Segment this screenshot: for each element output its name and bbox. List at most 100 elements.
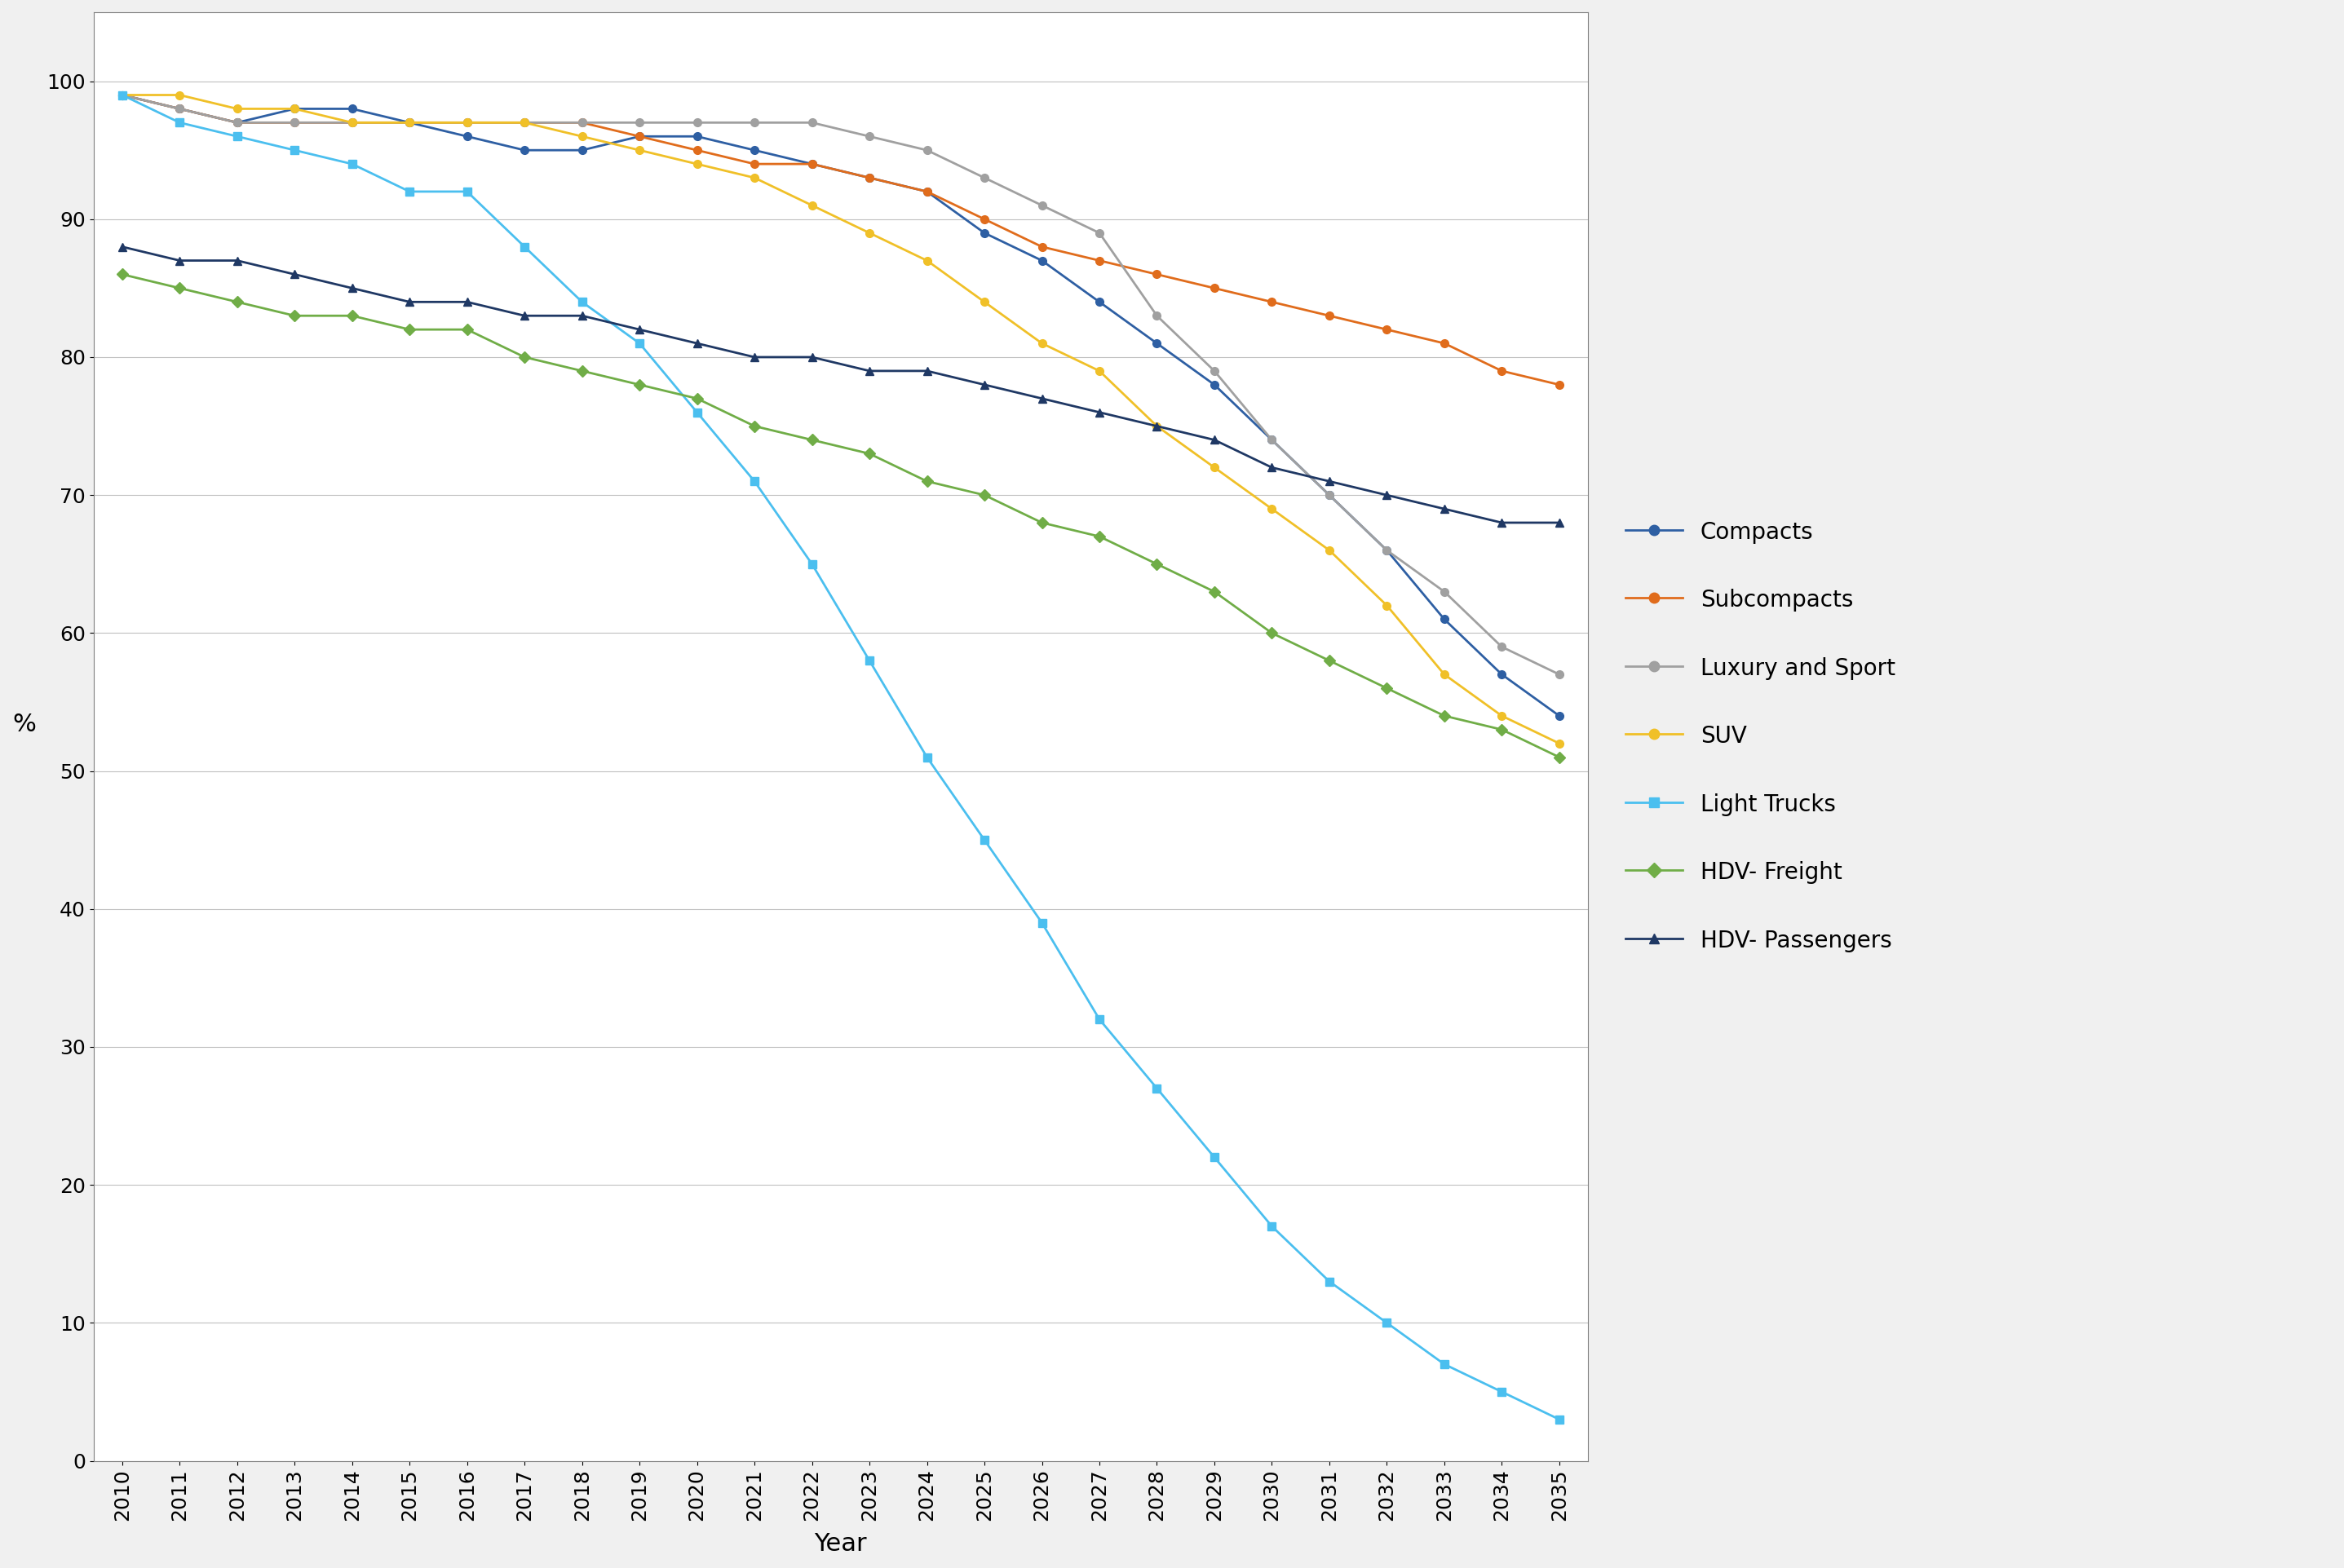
Light Trucks [626,334,654,353]
Light Trucks [1029,913,1057,931]
HDV- Freight [626,375,654,394]
Luxury and Sport [1085,224,1113,243]
HDV- Passengers [912,362,940,381]
Compacts [1029,251,1057,270]
Subcompacts [912,182,940,201]
Luxury and Sport [912,141,940,160]
Luxury and Sport [281,113,309,132]
HDV- Freight [223,293,251,312]
SUV [396,113,424,132]
Luxury and Sport [1259,431,1287,450]
HDV- Passengers [396,293,424,312]
Subcompacts [223,113,251,132]
SUV [1029,334,1057,353]
Luxury and Sport [223,113,251,132]
Compacts [166,99,195,118]
Subcompacts [1374,320,1402,339]
Light Trucks [970,831,999,850]
HDV- Freight [741,417,769,436]
Light Trucks [396,182,424,201]
HDV- Freight [1029,513,1057,532]
Compacts [1430,610,1458,629]
Subcompacts [452,113,481,132]
Luxury and Sport [797,113,825,132]
Compacts [108,86,136,105]
Line: Compacts: Compacts [117,91,1563,720]
HDV- Passengers [1315,472,1343,491]
Subcompacts [1315,306,1343,325]
SUV [1374,596,1402,615]
SUV [1200,458,1228,477]
SUV [567,127,595,146]
Luxury and Sport [682,113,710,132]
SUV [1259,500,1287,519]
HDV- Passengers [1085,403,1113,422]
SUV [1315,541,1343,560]
SUV [1085,362,1113,381]
Compacts [1545,707,1573,726]
HDV- Freight [338,306,366,325]
Light Trucks [511,237,539,256]
HDV- Freight [1144,555,1172,574]
HDV- Passengers [1200,431,1228,450]
Light Trucks [108,86,136,105]
Subcompacts [1144,265,1172,284]
Subcompacts [741,155,769,174]
Light Trucks [1430,1355,1458,1374]
Compacts [452,127,481,146]
Subcompacts [626,127,654,146]
HDV- Freight [797,431,825,450]
Light Trucks [741,472,769,491]
Compacts [281,99,309,118]
HDV- Freight [1315,651,1343,670]
HDV- Freight [452,320,481,339]
HDV- Freight [567,362,595,381]
Subcompacts [856,168,884,187]
HDV- Passengers [1545,513,1573,532]
SUV [1430,665,1458,684]
SUV [166,86,195,105]
Light Trucks [682,403,710,422]
Luxury and Sport [1315,486,1343,505]
HDV- Passengers [741,348,769,367]
Luxury and Sport [1545,665,1573,684]
Light Trucks [1259,1217,1287,1236]
Light Trucks [912,748,940,767]
HDV- Freight [970,486,999,505]
Subcompacts [1545,375,1573,394]
Subcompacts [281,113,309,132]
SUV [797,196,825,215]
SUV [1488,707,1517,726]
Subcompacts [511,113,539,132]
Subcompacts [108,86,136,105]
Subcompacts [1488,362,1517,381]
HDV- Passengers [856,362,884,381]
SUV [338,113,366,132]
Luxury and Sport [970,168,999,187]
SUV [856,224,884,243]
Y-axis label: %: % [12,713,35,737]
Compacts [1315,486,1343,505]
Light Trucks [1200,1148,1228,1167]
HDV- Freight [396,320,424,339]
Compacts [1200,375,1228,394]
Subcompacts [1029,237,1057,256]
Light Trucks [797,555,825,574]
SUV [682,155,710,174]
HDV- Passengers [511,306,539,325]
Compacts [626,127,654,146]
Subcompacts [797,155,825,174]
HDV- Freight [856,444,884,463]
SUV [912,251,940,270]
Subcompacts [396,113,424,132]
Legend: Compacts, Subcompacts, Luxury and Sport, SUV, Light Trucks, HDV- Freight, HDV- P: Compacts, Subcompacts, Luxury and Sport,… [1615,510,1906,964]
SUV [626,141,654,160]
Compacts [223,113,251,132]
HDV- Freight [108,265,136,284]
Compacts [338,99,366,118]
HDV- Passengers [626,320,654,339]
Luxury and Sport [856,127,884,146]
HDV- Passengers [970,375,999,394]
HDV- Freight [511,348,539,367]
HDV- Passengers [1430,500,1458,519]
